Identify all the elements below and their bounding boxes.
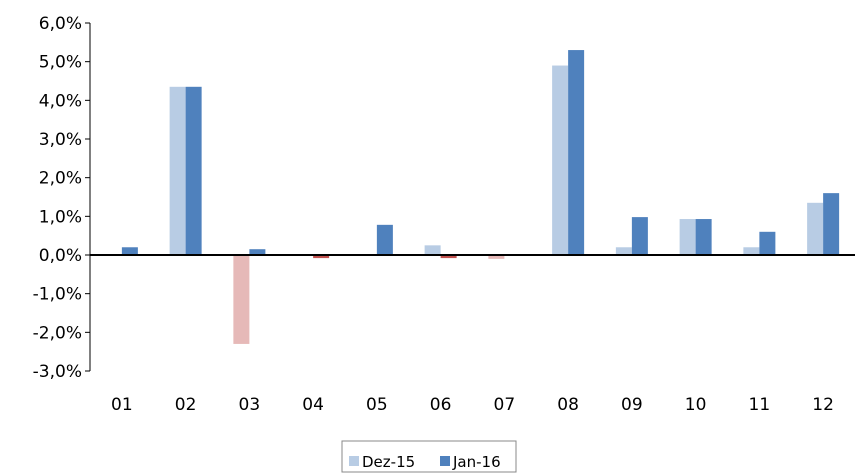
bar-dez-15-09 [615,247,632,255]
bar-dez-15-03 [233,255,250,344]
legend: Dez-15 Jan-16 [341,440,517,473]
bar-jan-16-09 [631,217,648,255]
legend-label-dez-15: Dez-15 [362,453,415,471]
bar-jan-16-05 [376,224,393,255]
bar-dez-15-12 [807,202,824,255]
x-category-label: 01 [111,395,133,415]
x-category-label: 08 [557,395,579,415]
x-category-label: 05 [366,395,388,415]
legend-swatch-jan-16 [440,456,450,466]
y-tick-label: 4,0% [39,91,82,111]
bar-dez-15-07 [488,255,505,259]
y-tick-label: 5,0% [39,53,82,73]
bars-group [121,50,840,344]
bar-jan-16-02 [185,86,202,255]
bar-jan-16-01 [121,247,138,255]
bar-jan-16-03 [249,249,266,255]
legend-swatch-dez-15 [349,456,359,466]
x-category-label: 09 [621,395,643,415]
x-category-label: 10 [685,395,707,415]
x-axis-categories: 01 02 03 04 05 06 07 08 09 10 11 12 [111,395,834,415]
bar-dez-15-02 [169,86,186,255]
x-category-label: 12 [812,395,834,415]
bar-jan-16-10 [695,219,712,255]
legend-label-jan-16: Jan-16 [452,453,501,471]
bar-jan-16-04 [313,255,330,259]
x-category-label: 11 [749,395,771,415]
y-tick-label: -3,0% [33,362,82,382]
bar-dez-15-08 [552,65,569,256]
y-tick-label: 6,0% [39,14,82,34]
x-category-label: 06 [430,395,452,415]
bar-dez-15-06 [424,245,441,255]
legend-frame [341,440,517,473]
bar-jan-16-08 [568,50,585,255]
y-tick-label: 1,0% [39,207,82,227]
bar-jan-16-12 [823,193,840,255]
bar-jan-16-06 [440,255,457,259]
x-category-label: 07 [494,395,516,415]
bar-dez-15-10 [679,219,696,255]
bar-jan-16-11 [759,231,776,255]
bar-dez-15-11 [743,247,760,255]
y-tick-label: 0,0% [39,246,82,266]
x-category-label: 04 [302,395,324,415]
y-tick-label: -2,0% [33,323,82,343]
x-category-label: 02 [175,395,197,415]
y-tick-label: -1,0% [33,285,82,305]
y-tick-label: 2,0% [39,169,82,189]
x-category-label: 03 [239,395,261,415]
y-axis-ticks: -3,0% -2,0% -1,0% 0,0% 1,0% 2,0% 3,0% 4,0% 5,0% 6… [33,14,90,382]
y-tick-label: 3,0% [39,130,82,150]
